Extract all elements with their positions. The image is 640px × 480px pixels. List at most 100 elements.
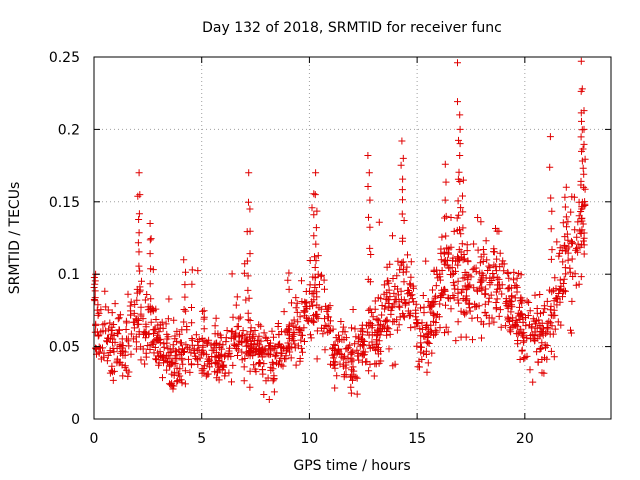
data-point bbox=[412, 306, 420, 314]
data-point bbox=[373, 332, 381, 340]
data-point bbox=[490, 248, 497, 256]
data-point bbox=[398, 137, 406, 145]
data-point bbox=[573, 244, 580, 252]
data-point bbox=[319, 330, 327, 338]
y-axis-title: SRMTID / TECUs bbox=[7, 182, 23, 295]
data-point bbox=[383, 316, 391, 324]
data-point bbox=[257, 337, 265, 345]
data-point bbox=[437, 256, 445, 264]
data-point bbox=[265, 396, 273, 403]
data-point bbox=[577, 273, 585, 281]
data-point bbox=[153, 335, 161, 343]
data-point bbox=[369, 313, 377, 321]
data-point bbox=[225, 347, 233, 355]
data-point bbox=[573, 233, 581, 241]
data-point bbox=[236, 313, 244, 321]
data-point bbox=[301, 312, 309, 320]
data-point bbox=[365, 306, 373, 314]
data-point bbox=[560, 275, 568, 283]
data-point bbox=[194, 267, 202, 275]
data-point bbox=[430, 311, 438, 319]
data-point bbox=[374, 350, 382, 358]
data-point bbox=[347, 373, 354, 381]
data-point bbox=[256, 359, 264, 366]
data-point bbox=[156, 339, 164, 347]
data-point bbox=[514, 340, 522, 348]
data-point bbox=[413, 342, 421, 350]
data-point bbox=[432, 292, 440, 300]
data-point bbox=[520, 355, 528, 363]
data-point bbox=[493, 255, 501, 263]
data-point bbox=[137, 303, 145, 311]
data-point bbox=[553, 238, 561, 246]
data-point bbox=[365, 322, 373, 330]
data-point bbox=[225, 369, 233, 377]
data-point bbox=[240, 377, 248, 385]
data-point bbox=[141, 329, 149, 337]
data-point bbox=[198, 335, 206, 342]
data-point bbox=[366, 278, 374, 286]
data-point bbox=[182, 307, 190, 315]
data-point bbox=[133, 320, 141, 328]
data-point bbox=[554, 295, 562, 303]
x-axis-title: GPS time / hours bbox=[293, 458, 410, 474]
data-point bbox=[119, 372, 127, 380]
data-point bbox=[392, 295, 400, 303]
data-point bbox=[247, 328, 255, 336]
data-point bbox=[366, 223, 374, 231]
data-point bbox=[101, 287, 109, 295]
data-point bbox=[546, 286, 554, 294]
data-point bbox=[390, 289, 398, 297]
data-point bbox=[296, 357, 304, 365]
data-point bbox=[328, 351, 336, 359]
data-point bbox=[192, 331, 200, 339]
data-point bbox=[453, 214, 461, 222]
data-point bbox=[556, 276, 564, 284]
data-point bbox=[307, 334, 315, 342]
data-point bbox=[441, 329, 448, 337]
data-point bbox=[312, 240, 320, 248]
data-point bbox=[385, 279, 393, 287]
data-point bbox=[238, 348, 246, 356]
data-point bbox=[440, 250, 448, 258]
data-point bbox=[199, 346, 207, 354]
data-point bbox=[407, 273, 415, 281]
data-point bbox=[301, 298, 309, 306]
data-point bbox=[381, 317, 389, 325]
data-point bbox=[142, 320, 150, 328]
data-point bbox=[174, 377, 182, 385]
data-point bbox=[368, 338, 376, 346]
data-point bbox=[381, 305, 389, 313]
data-point bbox=[483, 256, 491, 264]
data-point bbox=[442, 232, 450, 240]
data-point bbox=[347, 389, 355, 397]
data-point bbox=[428, 328, 435, 336]
data-point bbox=[406, 311, 414, 319]
data-point bbox=[322, 302, 330, 310]
data-point bbox=[133, 296, 141, 304]
data-point bbox=[527, 335, 535, 343]
data-point bbox=[579, 164, 587, 172]
data-point bbox=[231, 342, 239, 349]
data-point bbox=[327, 317, 334, 325]
data-point bbox=[99, 344, 106, 352]
data-point bbox=[560, 287, 568, 295]
data-point bbox=[521, 354, 529, 361]
data-point bbox=[320, 276, 328, 284]
data-point bbox=[334, 337, 342, 345]
data-point bbox=[418, 343, 425, 351]
data-point bbox=[270, 388, 278, 396]
data-point bbox=[365, 331, 373, 339]
data-point bbox=[137, 356, 145, 364]
data-point bbox=[533, 317, 541, 325]
data-point bbox=[455, 254, 463, 262]
data-point bbox=[153, 331, 161, 339]
data-point bbox=[441, 160, 449, 168]
data-point bbox=[94, 301, 102, 309]
data-point bbox=[531, 337, 539, 345]
data-point bbox=[475, 302, 483, 310]
data-point bbox=[531, 291, 539, 299]
data-point bbox=[564, 256, 572, 264]
data-point bbox=[353, 390, 361, 398]
data-point bbox=[261, 345, 269, 353]
